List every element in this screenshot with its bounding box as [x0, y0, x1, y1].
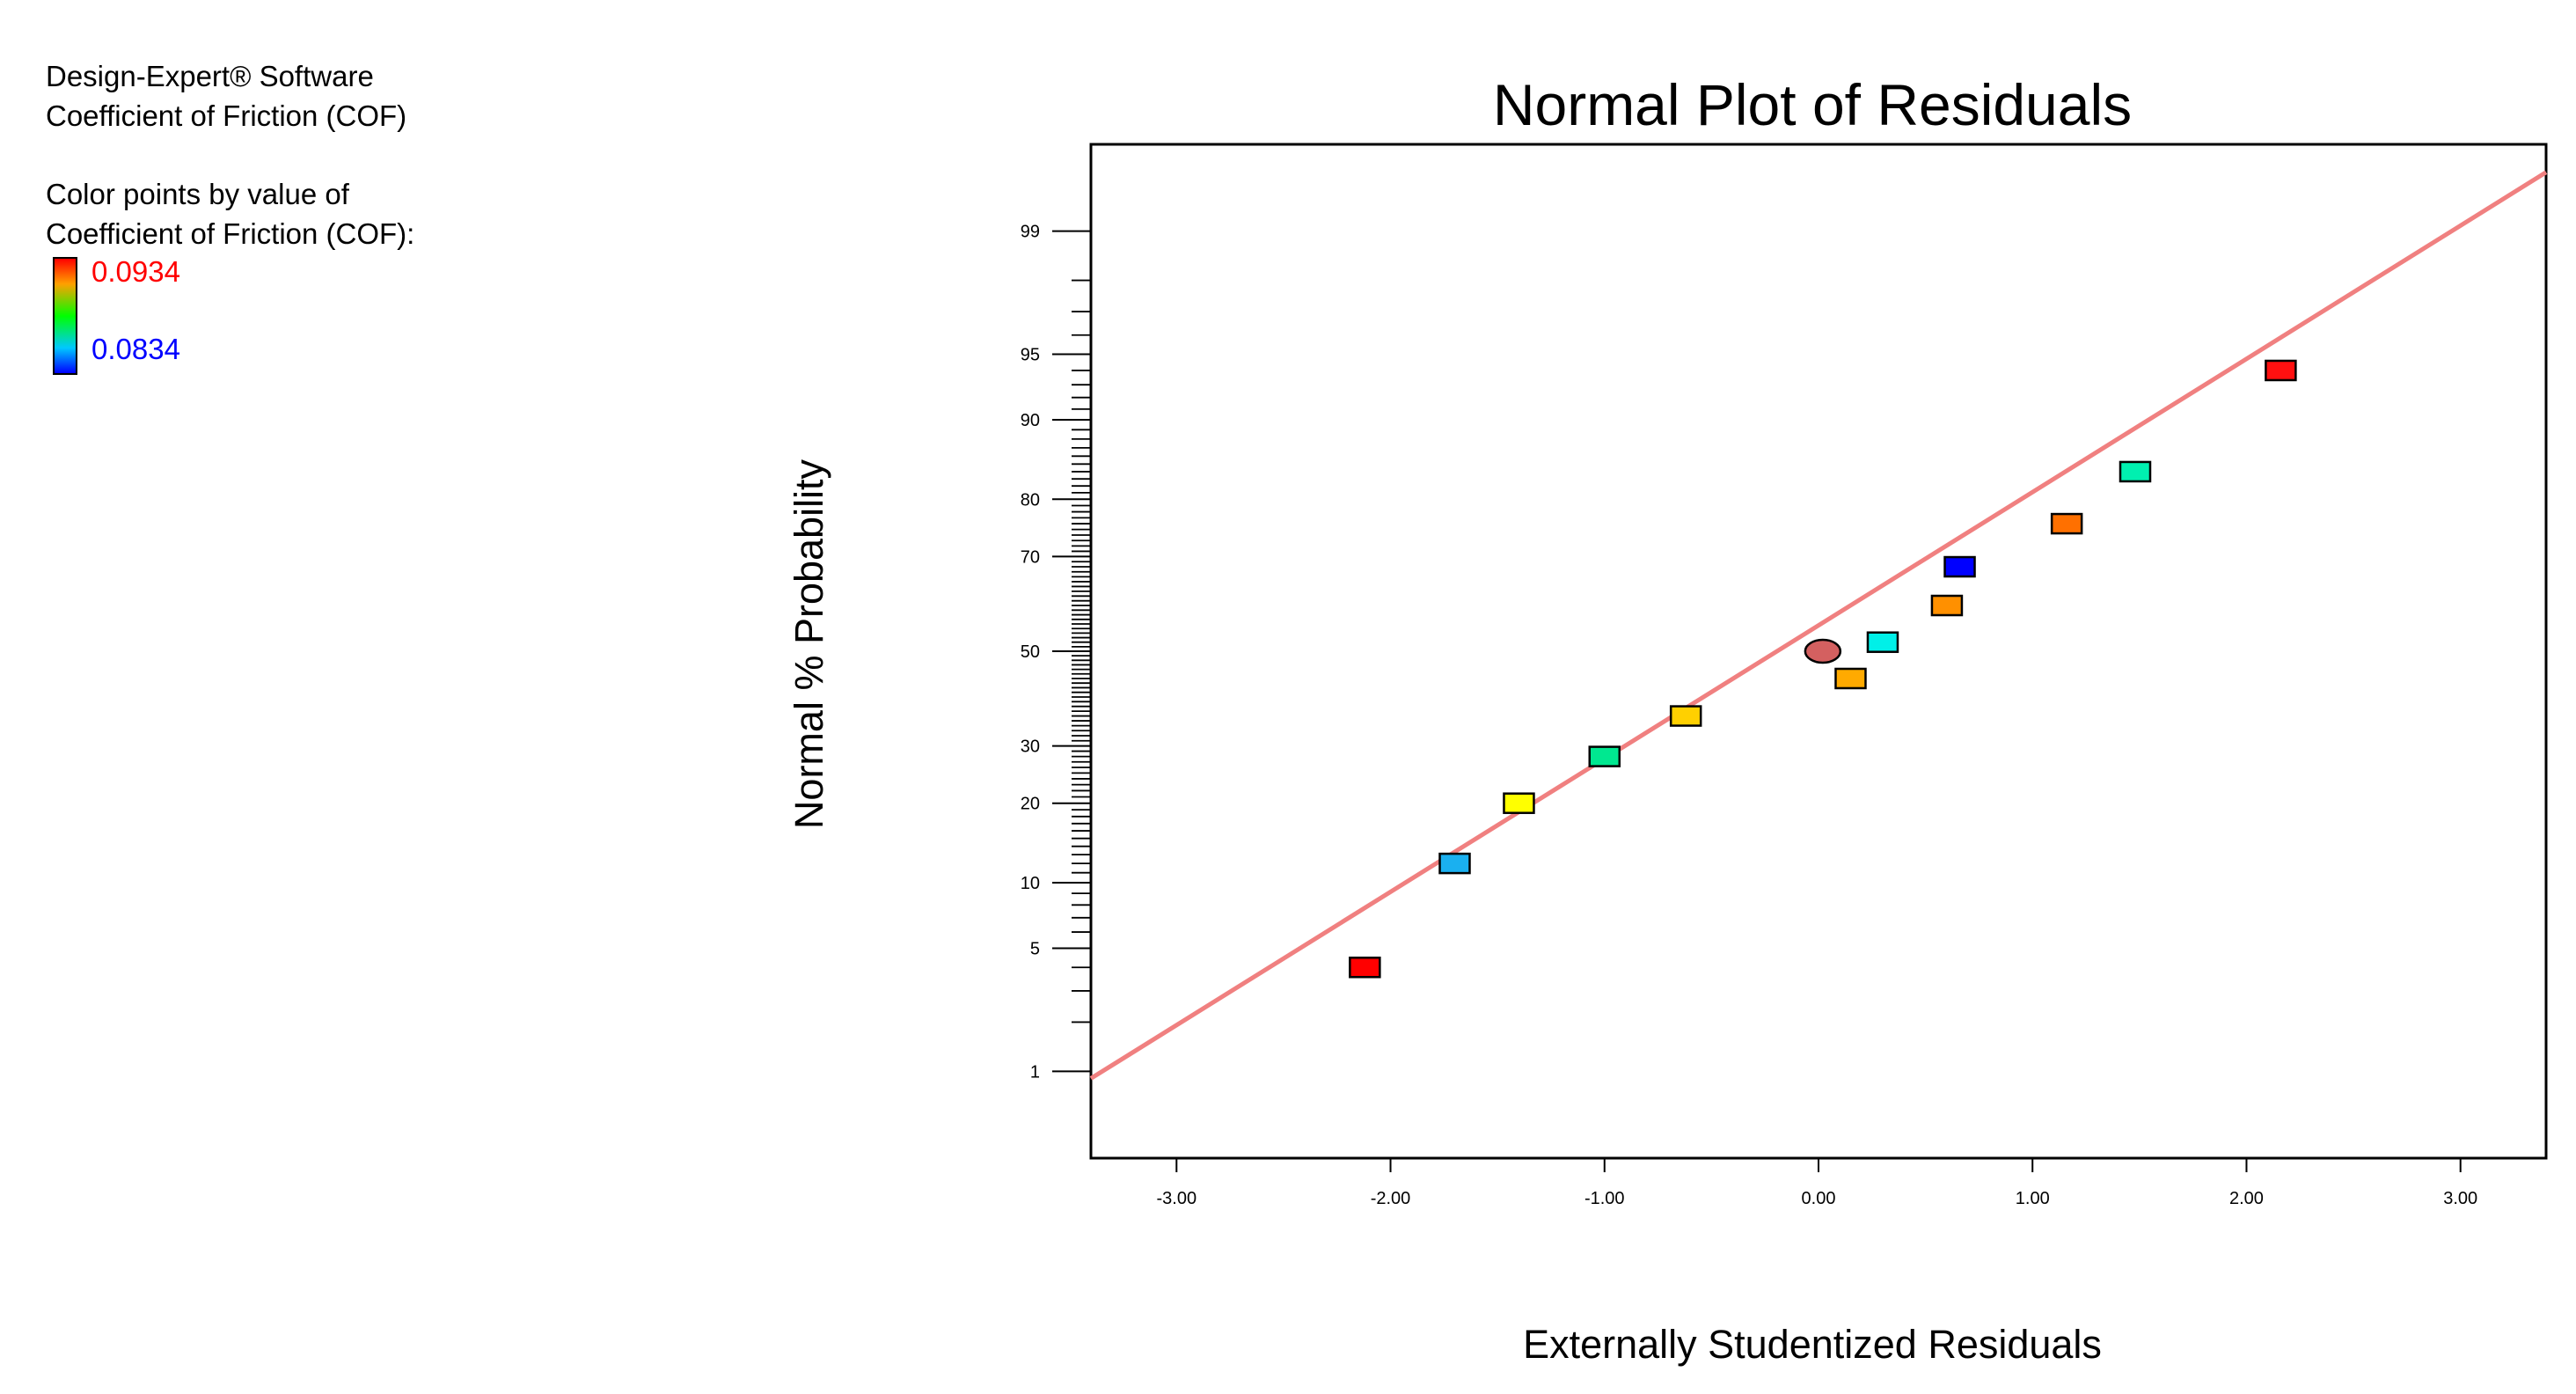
data-point: [1669, 705, 1702, 727]
data-point: [2050, 512, 2083, 535]
y-tick-label: 10: [1021, 874, 1040, 893]
y-axis-ticks: 1 5 10 20 30 50 70 80 90 95 99: [1021, 223, 1091, 1082]
data-point: [1588, 745, 1621, 767]
color-scale-max: 0.0934: [91, 255, 180, 288]
x-tick-label: 2.00: [2229, 1189, 2264, 1208]
y-tick-label: 80: [1021, 490, 1040, 510]
response-name: Coefficient of Friction (COF): [46, 99, 407, 132]
data-points: [1349, 359, 2297, 979]
data-point: [2119, 460, 2152, 483]
data-point: [1438, 852, 1471, 875]
chart-title: Normal Plot of Residuals: [1493, 72, 2132, 137]
color-by-label: Color points by value of: [46, 178, 349, 210]
x-axis-title: Externally Studentized Residuals: [1523, 1322, 2102, 1367]
data-point: [2265, 359, 2297, 382]
x-tick-label: 0.00: [1802, 1189, 1836, 1208]
fit-line: [1089, 170, 2548, 1081]
data-point-circle: [1804, 638, 1842, 664]
color-by-response: Coefficient of Friction (COF):: [46, 217, 415, 250]
y-axis-title: Normal % Probability: [787, 459, 831, 829]
x-tick-label: 3.00: [2443, 1189, 2477, 1208]
y-tick-label: 95: [1021, 345, 1040, 364]
y-tick-label: 70: [1021, 547, 1040, 567]
y-tick-label: 1: [1030, 1062, 1040, 1082]
x-tick-label: -3.00: [1156, 1189, 1197, 1208]
x-axis-ticks: -3.00 -2.00 -1.00 0.00 1.00 2.00 3.00: [1156, 1158, 2477, 1208]
data-point: [1349, 956, 1381, 979]
software-name: Design-Expert® Software: [46, 60, 374, 92]
y-tick-label: 30: [1021, 737, 1040, 757]
x-tick-label: 1.00: [2016, 1189, 2050, 1208]
x-tick-label: -2.00: [1371, 1189, 1411, 1208]
fit-line-group: [1089, 170, 2548, 1081]
y-tick-label: 90: [1021, 411, 1040, 430]
data-point: [1503, 792, 1535, 814]
data-point: [1930, 594, 1964, 617]
y-tick-label: 50: [1021, 642, 1040, 662]
data-point: [1943, 555, 1976, 578]
y-tick-label: 20: [1021, 795, 1040, 814]
data-point: [1834, 667, 1867, 690]
y-tick-label: 5: [1030, 940, 1040, 959]
legend-panel: Design-Expert® Software Coefficient of F…: [46, 56, 414, 253]
y-tick-label: 99: [1021, 223, 1040, 242]
color-scale-bar: [53, 257, 77, 375]
x-tick-label: -1.00: [1584, 1189, 1625, 1208]
color-scale-min: 0.0834: [91, 333, 180, 365]
data-point: [1866, 631, 1899, 653]
